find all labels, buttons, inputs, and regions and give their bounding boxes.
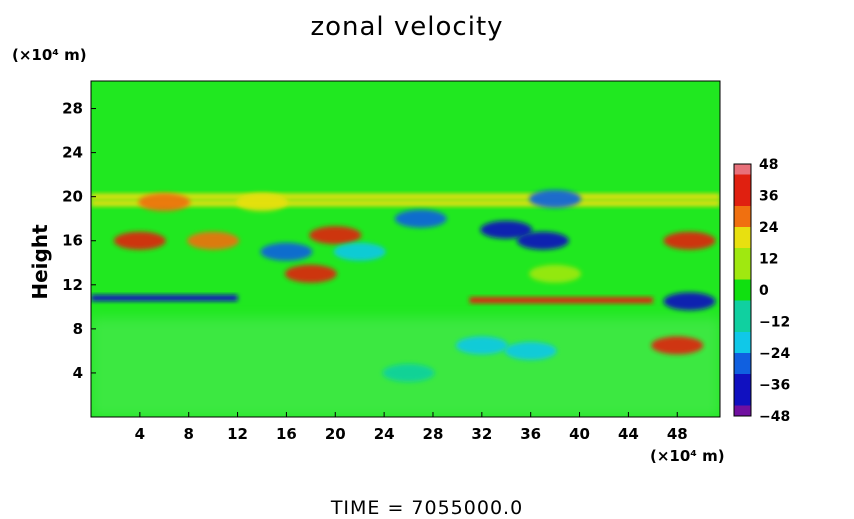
colorbar-swatch xyxy=(734,227,751,238)
colorbar-swatch xyxy=(734,374,751,385)
field-feature xyxy=(284,264,337,283)
x-tick-label: 12 xyxy=(227,425,248,443)
colorbar-tick-label: −48 xyxy=(759,409,790,425)
y-tick-label: 28 xyxy=(62,100,83,118)
plot-frame xyxy=(90,80,721,418)
time-label: TIME = 7055000.0 xyxy=(330,497,524,519)
y-tick-label: 16 xyxy=(62,232,83,250)
colorbar-swatch xyxy=(734,216,751,228)
colorbar-tick-label: −12 xyxy=(759,315,790,331)
x-tick-label: 32 xyxy=(471,425,492,443)
colorbar-swatch xyxy=(734,279,751,291)
colorbar-frame xyxy=(733,163,752,417)
x-tick-label: 44 xyxy=(618,425,639,443)
y-axis-unit: (×10⁴ m) xyxy=(12,46,87,64)
chart-title: zonal velocity xyxy=(310,12,504,42)
colorbar-tick-label: 0 xyxy=(759,283,769,299)
field-band xyxy=(91,193,720,200)
field-feature xyxy=(333,242,386,261)
colorbar-swatch xyxy=(734,300,751,312)
colorbar-swatch xyxy=(734,206,751,217)
field-feature xyxy=(309,226,362,245)
field-feature xyxy=(455,336,508,355)
colorbar-swatch xyxy=(734,269,751,280)
field-feature xyxy=(663,292,716,311)
colorbar-swatch xyxy=(734,164,751,175)
x-tick-label: 48 xyxy=(667,425,688,443)
colorbar-tick-label: 48 xyxy=(759,157,778,173)
colorbar-swatch xyxy=(734,290,751,301)
x-tick-label: 36 xyxy=(520,425,541,443)
field-feature xyxy=(113,231,166,250)
y-axis: 4 8 12 16 20 24 28 xyxy=(62,100,96,382)
y-tick-label: 8 xyxy=(73,320,83,338)
colorbar-swatch xyxy=(734,311,751,322)
field-feature xyxy=(529,189,582,208)
y-tick-label: 4 xyxy=(73,364,83,382)
field-feature xyxy=(480,220,533,239)
colorbar-swatch xyxy=(734,363,751,375)
colorbar-swatch xyxy=(734,384,751,396)
colorbar-tick-label: 24 xyxy=(759,220,779,236)
field-feature xyxy=(138,193,191,212)
field-feature xyxy=(235,193,288,212)
x-tick-label: 20 xyxy=(325,425,346,443)
y-tick-label: 20 xyxy=(62,188,83,206)
colorbar-tick-label: 36 xyxy=(759,189,778,205)
field-feature xyxy=(504,341,557,360)
heatmap-field xyxy=(91,81,720,417)
colorbar-swatch xyxy=(734,237,751,249)
x-tick-label: 28 xyxy=(423,425,444,443)
field-band xyxy=(469,297,653,304)
x-axis-unit: (×10⁴ m) xyxy=(650,447,725,465)
field-feature xyxy=(394,209,447,228)
colorbar-swatch xyxy=(734,342,751,354)
colorbar-swatch xyxy=(734,248,751,259)
field-feature xyxy=(516,231,569,250)
colorbar-swatch xyxy=(734,195,751,207)
colorbar-swatch xyxy=(734,185,751,196)
x-tick-label: 24 xyxy=(374,425,395,443)
colorbar-swatch xyxy=(734,405,751,417)
x-tick-label: 4 xyxy=(135,425,145,443)
field-band xyxy=(91,295,238,302)
colorbar-swatch xyxy=(734,321,751,333)
field-feature xyxy=(382,363,435,382)
y-tick-label: 12 xyxy=(62,276,83,294)
x-axis: 4 8 12 16 20 24 28 32 36 40 44 48 xyxy=(135,412,688,443)
x-tick-label: 40 xyxy=(569,425,590,443)
colorbar-swatch xyxy=(734,353,751,364)
colorbar-tick-label: 12 xyxy=(759,252,778,268)
colorbar-tick-label: −36 xyxy=(759,378,790,394)
field-feature xyxy=(663,231,716,250)
colorbar-swatch xyxy=(734,332,751,343)
colorbar-swatch xyxy=(734,395,751,406)
colorbar-swatch xyxy=(734,258,751,270)
colorbar: 48 36 24 12 0 −12 −24 −36 −48 xyxy=(733,157,790,425)
x-tick-label: 16 xyxy=(276,425,297,443)
y-tick-label: 24 xyxy=(62,144,83,162)
colorbar-swatch xyxy=(734,174,751,186)
field-feature xyxy=(260,242,313,261)
field-feature xyxy=(187,231,240,250)
field-band xyxy=(91,200,720,207)
x-tick-label: 8 xyxy=(183,425,193,443)
colorbar-tick-label: −24 xyxy=(759,346,790,362)
field-feature xyxy=(651,336,704,355)
field-feature xyxy=(529,264,582,283)
